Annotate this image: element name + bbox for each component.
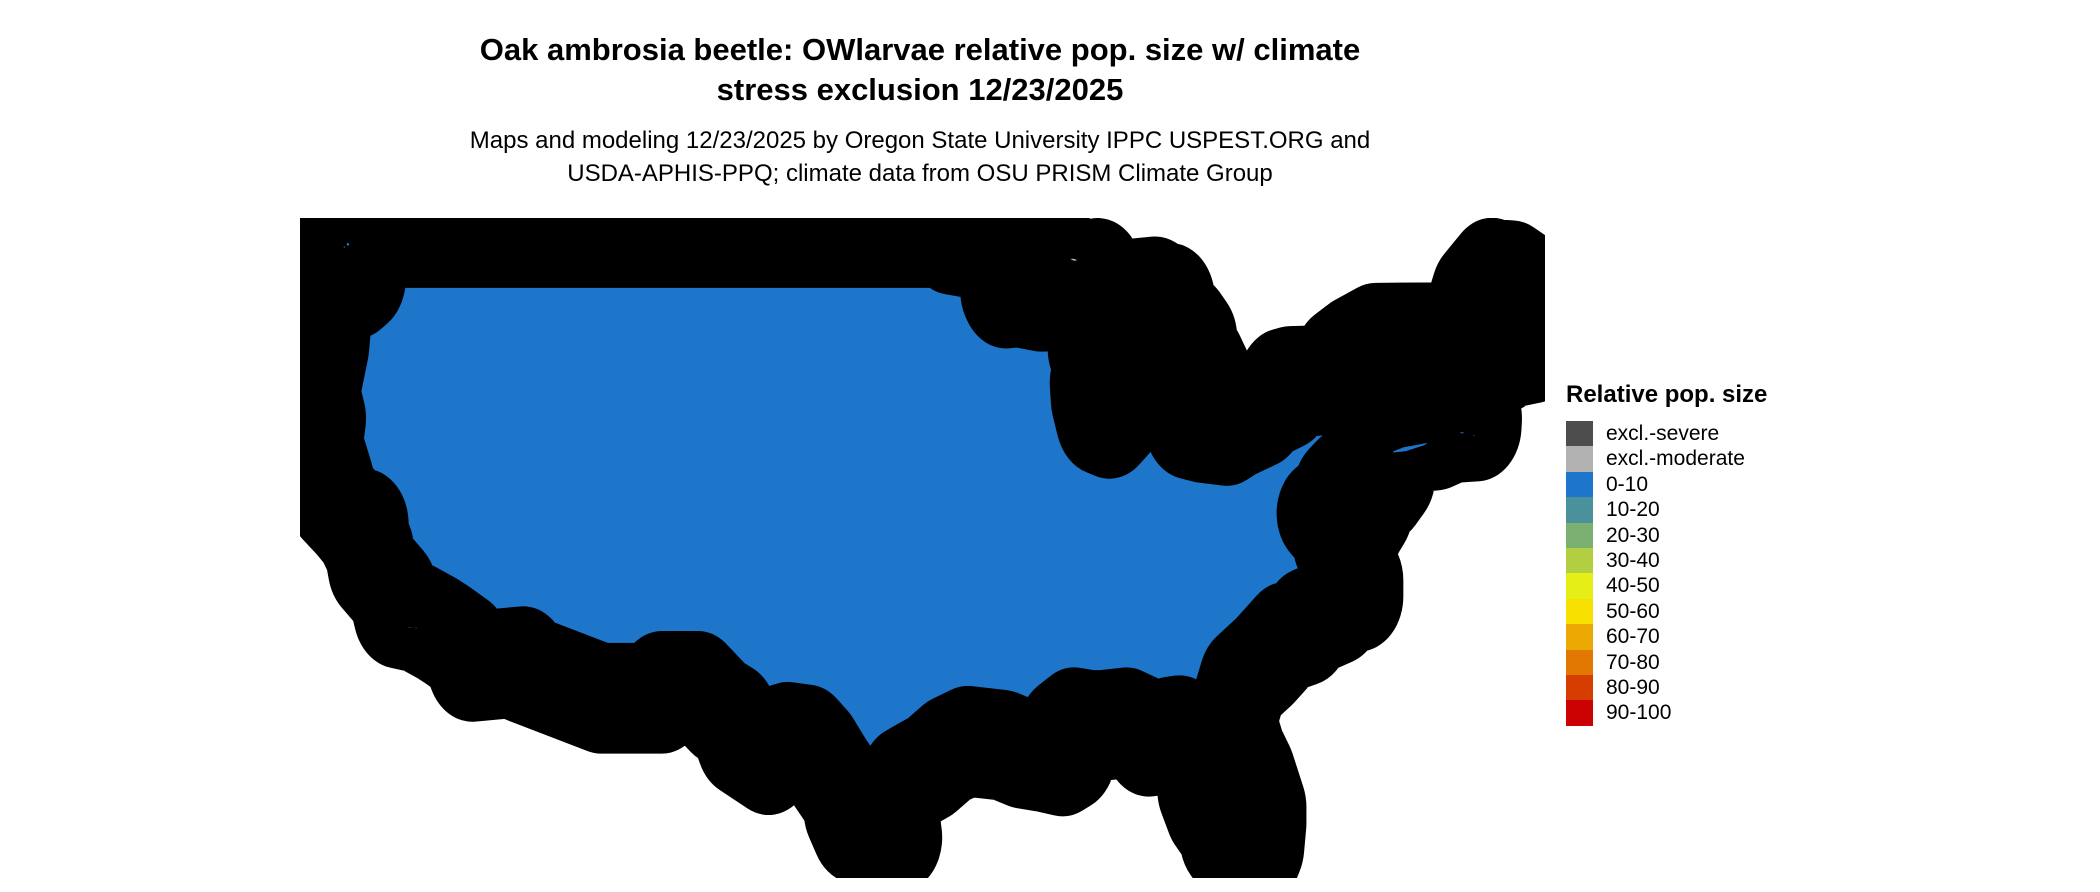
legend-item: 40-50 [1566, 573, 1767, 599]
legend-swatch [1566, 421, 1593, 447]
legend-label: 70-80 [1606, 650, 1660, 674]
legend-swatch [1566, 700, 1593, 726]
florida-keys [1223, 872, 1228, 875]
legend-swatch [1566, 573, 1593, 599]
legend-label: 30-40 [1606, 548, 1660, 572]
legend-label: 40-50 [1606, 574, 1660, 598]
map-title-line-2: stress exclusion 12/23/2025 [716, 72, 1124, 107]
legend-label: 0-10 [1606, 472, 1649, 496]
legend-label: 90-100 [1606, 701, 1672, 725]
nantucket-island [1471, 434, 1476, 437]
legend-swatch [1566, 624, 1593, 650]
legend-swatch [1566, 674, 1593, 701]
legend-title: Relative pop. size [1566, 381, 1768, 408]
legend-label: 80-90 [1606, 675, 1660, 699]
legend-items: excl.-severe excl.-moderate 0-10 10-20 20-30… [1566, 421, 1767, 726]
legend-item: 30-40 [1566, 547, 1767, 574]
channel-island [413, 626, 419, 629]
san-juan-island [342, 245, 346, 249]
legend-swatch [1566, 547, 1593, 574]
us-distribution-map [300, 218, 1545, 892]
legend-label: excl.-severe [1606, 422, 1720, 445]
legend-label: 10-20 [1606, 498, 1660, 522]
legend-item: 10-20 [1566, 497, 1767, 523]
map-subtitle-line-2: USDA-APHIS-PPQ; climate data from OSU PR… [567, 160, 1273, 187]
florida-keys [1240, 870, 1244, 873]
legend-item: 80-90 [1566, 674, 1767, 701]
marthas-vineyard-island [1459, 431, 1466, 435]
florida-keys [1248, 865, 1252, 868]
legend-item: 60-70 [1566, 624, 1767, 650]
legend-item: excl.-moderate [1566, 446, 1767, 472]
isle-royale [1066, 257, 1082, 262]
legend-swatch [1566, 446, 1593, 472]
legend-item: 90-100 [1566, 700, 1767, 726]
legend-item: 70-80 [1566, 649, 1767, 675]
legend-swatch [1566, 649, 1593, 675]
legend-swatch [1566, 497, 1593, 523]
legend-item: 20-30 [1566, 522, 1767, 548]
legend-item: 0-10 [1566, 471, 1767, 498]
legend-label: 60-70 [1606, 625, 1660, 649]
map-subtitle-line-1: Maps and modeling 12/23/2025 by Oregon S… [469, 127, 1371, 154]
legend-label: excl.-moderate [1606, 447, 1745, 471]
legend-item: 50-60 [1566, 598, 1767, 625]
channel-island [442, 643, 446, 646]
long-island [1392, 440, 1434, 454]
figure-header: Oak ambrosia beetle: OWlarvae relative p… [20, 30, 1820, 190]
legend-swatch [1566, 522, 1593, 548]
legend-swatch [1566, 598, 1593, 625]
channel-island [418, 646, 422, 649]
map-title-line-1: Oak ambrosia beetle: OWlarvae relative p… [479, 32, 1361, 67]
legend-item: excl.-severe [1566, 421, 1767, 447]
national-outline [310, 223, 1540, 861]
map-svg [300, 218, 1545, 892]
florida-keys [1231, 872, 1236, 875]
legend-swatch [1566, 471, 1593, 498]
legend: Relative pop. size excl.-severe excl.-mod… [1566, 381, 1767, 726]
legend-label: 20-30 [1606, 523, 1660, 547]
legend-label: 50-60 [1606, 599, 1660, 623]
map-subtitle: Maps and modeling 12/23/2025 by Oregon S… [20, 124, 1820, 190]
